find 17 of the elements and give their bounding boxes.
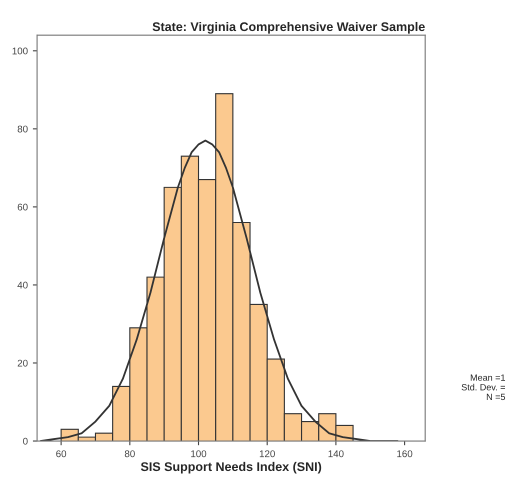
x-tick-label: 80 [124,450,135,458]
y-tick-label: 100 [12,48,28,54]
chart-title: State: Virginia Comprehensive Waiver Sample [152,22,425,34]
x-tick-label: 60 [56,450,66,458]
text: N =5 [486,394,506,400]
y-tick-label: 80 [18,126,28,132]
x-axis-title: SIS Support Needs Index (SNI) [140,462,322,474]
x-tick-label: 100 [191,450,206,458]
text: Std. Dev. = [462,384,506,390]
y-tick-label: 40 [17,282,28,289]
x-tick-label: 140 [328,450,344,458]
x-tick-label: 120 [260,450,275,458]
y-tick-label: 60 [18,204,28,211]
y-tick-label: 0 [23,438,28,445]
y-tick-label: 20 [18,360,28,367]
text: Mean =1 [470,374,506,381]
x-tick-label: 160 [397,450,412,458]
